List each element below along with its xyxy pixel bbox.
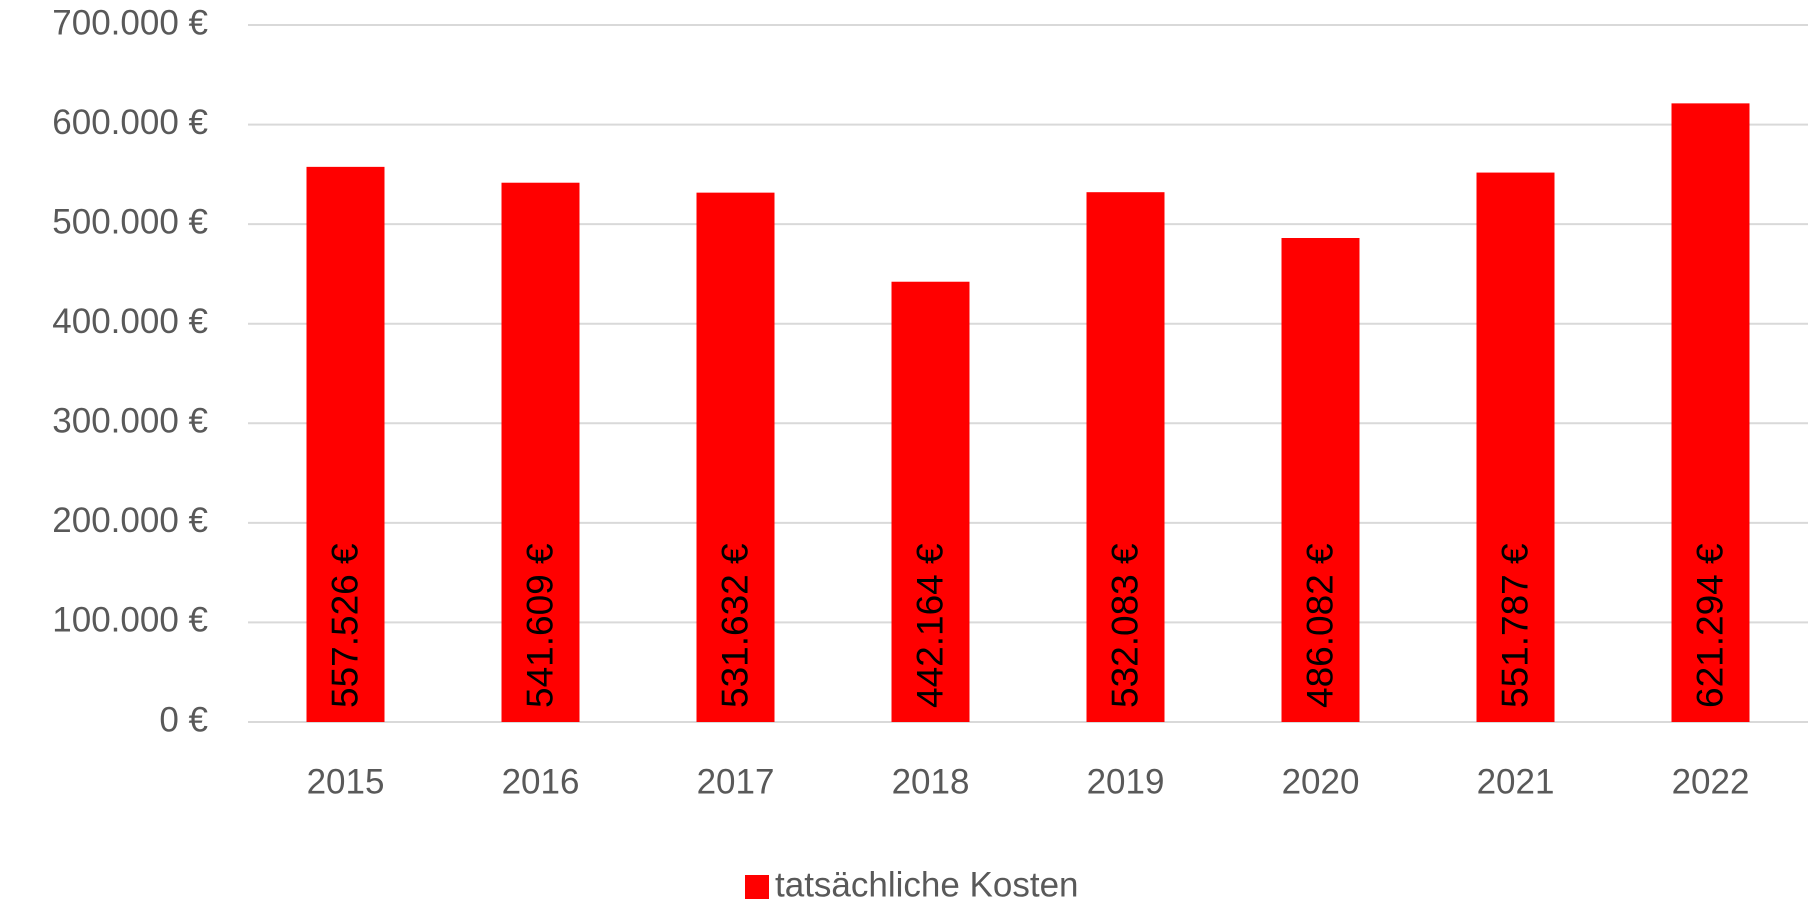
- data-label: 531.632 €: [714, 543, 755, 708]
- bar: [501, 182, 580, 723]
- bar: [306, 166, 385, 722]
- y-tick-label: 300.000 €: [52, 402, 208, 441]
- data-label: 557.526 €: [324, 543, 365, 708]
- x-tick-label: 2018: [892, 762, 970, 801]
- bar: [1086, 192, 1165, 722]
- bar: [1671, 103, 1750, 722]
- y-tick-label: 200.000 €: [52, 501, 208, 540]
- data-label: 532.083 €: [1104, 543, 1145, 708]
- x-tick-label: 2015: [307, 762, 385, 801]
- x-tick-label: 2019: [1087, 762, 1165, 801]
- x-tick-label: 2020: [1282, 762, 1360, 801]
- data-label: 486.082 €: [1299, 543, 1340, 708]
- bar: [696, 192, 775, 722]
- y-tick-label: 400.000 €: [52, 302, 208, 341]
- bar: [1281, 238, 1360, 722]
- legend-swatch: [745, 875, 769, 899]
- y-tick-label: 500.000 €: [52, 202, 208, 241]
- bar: [1476, 172, 1555, 722]
- data-label: 621.294 €: [1689, 543, 1730, 708]
- x-tick-label: 2022: [1672, 762, 1750, 801]
- x-tick-label: 2016: [502, 762, 580, 801]
- data-label: 442.164 €: [909, 543, 950, 708]
- bar: [891, 281, 970, 722]
- y-tick-label: 100.000 €: [52, 601, 208, 640]
- data-label: 551.787 €: [1494, 543, 1535, 708]
- x-tick-label: 2017: [697, 762, 775, 801]
- y-tick-label: 0 €: [159, 700, 208, 739]
- y-tick-label: 600.000 €: [52, 103, 208, 142]
- data-label: 541.609 €: [519, 543, 560, 708]
- legend-label: tatsächliche Kosten: [775, 865, 1079, 904]
- y-tick-label: 700.000 €: [52, 3, 208, 42]
- x-tick-label: 2021: [1477, 762, 1555, 801]
